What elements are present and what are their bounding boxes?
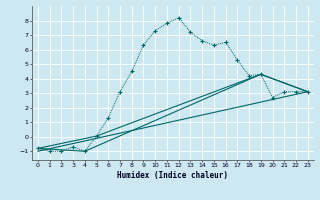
X-axis label: Humidex (Indice chaleur): Humidex (Indice chaleur) <box>117 171 228 180</box>
